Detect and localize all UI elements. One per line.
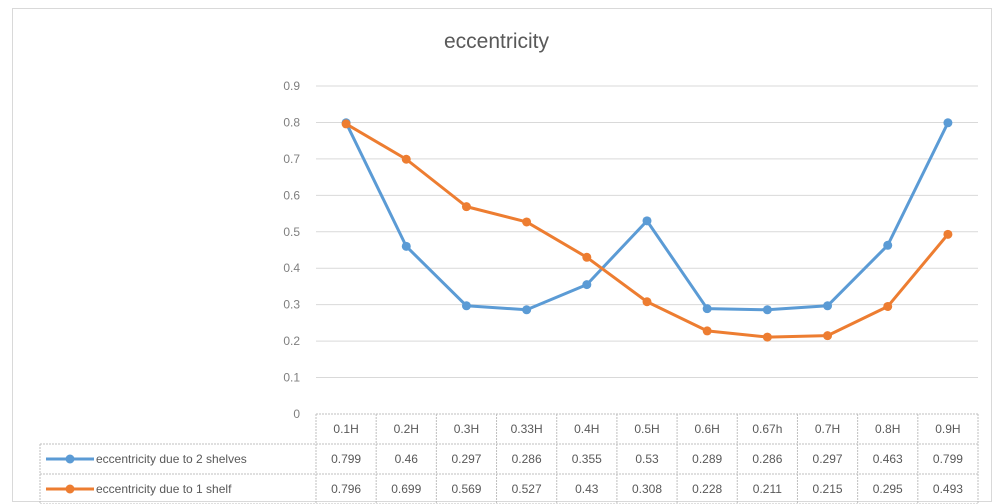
data-point — [762, 332, 772, 342]
y-tick-label: 0.1 — [283, 371, 300, 385]
x-tick-label: 0.33H — [511, 422, 543, 436]
data-point — [642, 216, 652, 226]
y-tick-label: 0.9 — [283, 79, 300, 93]
table-cell-value: 0.493 — [933, 482, 963, 496]
x-tick-label: 0.8H — [875, 422, 900, 436]
table-cell-value: 0.796 — [331, 482, 361, 496]
table-cell-value: 0.211 — [753, 482, 782, 496]
data-point — [522, 305, 532, 315]
data-point — [943, 118, 953, 128]
x-tick-label: 0.67h — [752, 422, 782, 436]
x-tick-label: 0.1H — [333, 422, 358, 436]
data-point — [582, 280, 592, 290]
data-point — [702, 326, 712, 336]
table-cell-value: 0.527 — [512, 482, 542, 496]
table-cell-value: 0.463 — [873, 452, 903, 466]
data-point — [823, 301, 833, 311]
y-tick-label: 0.4 — [283, 261, 300, 275]
data-point — [883, 301, 893, 311]
y-tick-label: 0.3 — [283, 298, 300, 312]
table-cell-value: 0.43 — [575, 482, 599, 496]
table-cell-value: 0.569 — [451, 482, 481, 496]
y-tick-label: 0.7 — [283, 152, 300, 166]
table-cell-value: 0.46 — [395, 452, 419, 466]
table-cell-value: 0.308 — [632, 482, 662, 496]
data-point — [642, 297, 652, 307]
y-axis: 0 0.1 0.2 0.3 0.4 0.5 0.6 0.7 0.8 0.9 — [283, 79, 300, 421]
data-point — [883, 240, 893, 250]
series-line-1 — [344, 122, 950, 312]
table-cell-value: 0.289 — [692, 452, 722, 466]
legend-label: eccentricity due to 2 shelves — [96, 452, 247, 466]
chart-title: eccentricity — [443, 30, 550, 53]
data-point — [702, 304, 712, 314]
table-cell-value: 0.799 — [331, 452, 361, 466]
table-cell-value: 0.699 — [391, 482, 421, 496]
x-tick-label: 0.5H — [634, 422, 659, 436]
y-tick-label: 0 — [293, 407, 300, 421]
y-tick-label: 0.8 — [283, 115, 300, 129]
table-cell-value: 0.228 — [692, 482, 722, 496]
legend-label: eccentricity due to 1 shelf — [96, 482, 232, 496]
table-cell-value: 0.295 — [873, 482, 903, 496]
legend-key-marker — [65, 484, 75, 494]
data-point — [582, 252, 592, 262]
data-point — [823, 331, 833, 341]
x-tick-label: 0.4H — [574, 422, 599, 436]
table-cell-value: 0.286 — [752, 452, 782, 466]
data-point — [341, 119, 351, 129]
x-tick-label: 0.6H — [695, 422, 720, 436]
table-cell-value: 0.799 — [933, 452, 963, 466]
data-point — [401, 154, 411, 164]
data-point — [461, 202, 471, 212]
x-tick-label: 0.9H — [935, 422, 960, 436]
legend-key-marker — [65, 454, 75, 464]
data-point — [461, 301, 471, 311]
x-tick-label: 0.3H — [454, 422, 479, 436]
y-tick-label: 0.5 — [283, 225, 300, 239]
table-cell-value: 0.215 — [813, 482, 843, 496]
series-lines — [341, 118, 953, 342]
data-point — [762, 305, 772, 315]
table-cell-value: 0.297 — [451, 452, 481, 466]
x-tick-label: 0.2H — [394, 422, 419, 436]
table-cell-value: 0.355 — [572, 452, 602, 466]
x-tick-label: 0.7H — [815, 422, 840, 436]
data-table: 0.1H 0.2H 0.3H 0.33H 0.4H 0.5H 0.6H 0.67h 0.7H 0.… — [39, 413, 979, 504]
y-tick-label: 0.2 — [283, 334, 300, 348]
gridlines — [316, 85, 978, 379]
table-cell-value: 0.297 — [813, 452, 843, 466]
table-cell-value: 0.286 — [512, 452, 542, 466]
data-point — [943, 229, 953, 239]
y-tick-label: 0.6 — [283, 188, 300, 202]
data-point — [401, 241, 411, 251]
table-cell-value: 0.53 — [635, 452, 659, 466]
data-point — [522, 217, 532, 227]
chart-frame — [12, 8, 992, 502]
